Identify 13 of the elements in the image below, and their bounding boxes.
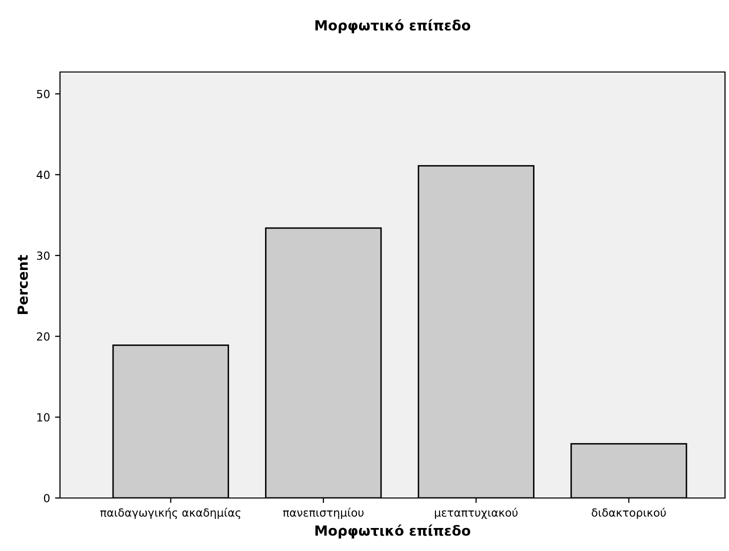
x-tick-label: διδακτορικού	[592, 508, 666, 519]
y-tick-label: 30	[36, 251, 50, 260]
x-axis-title: Μορφωτικό επίπεδο	[315, 524, 470, 538]
y-tick-label: 20	[36, 332, 50, 341]
y-tick-label: 40	[36, 170, 50, 180]
y-tick-label: 50	[36, 90, 50, 98]
x-tick-label: παιδαγωγικής ακαδημίας	[100, 508, 240, 519]
y-axis-title: Percent	[18, 255, 28, 314]
x-tick-label: πανεπιστημίου	[283, 508, 364, 519]
chart-title: Μορφωτικό επίπεδο	[315, 19, 470, 34]
x-tick-label: μεταπτυχιακού	[434, 508, 518, 519]
y-tick-label: 10	[37, 413, 50, 422]
y-tick-label: 0	[44, 494, 50, 502]
